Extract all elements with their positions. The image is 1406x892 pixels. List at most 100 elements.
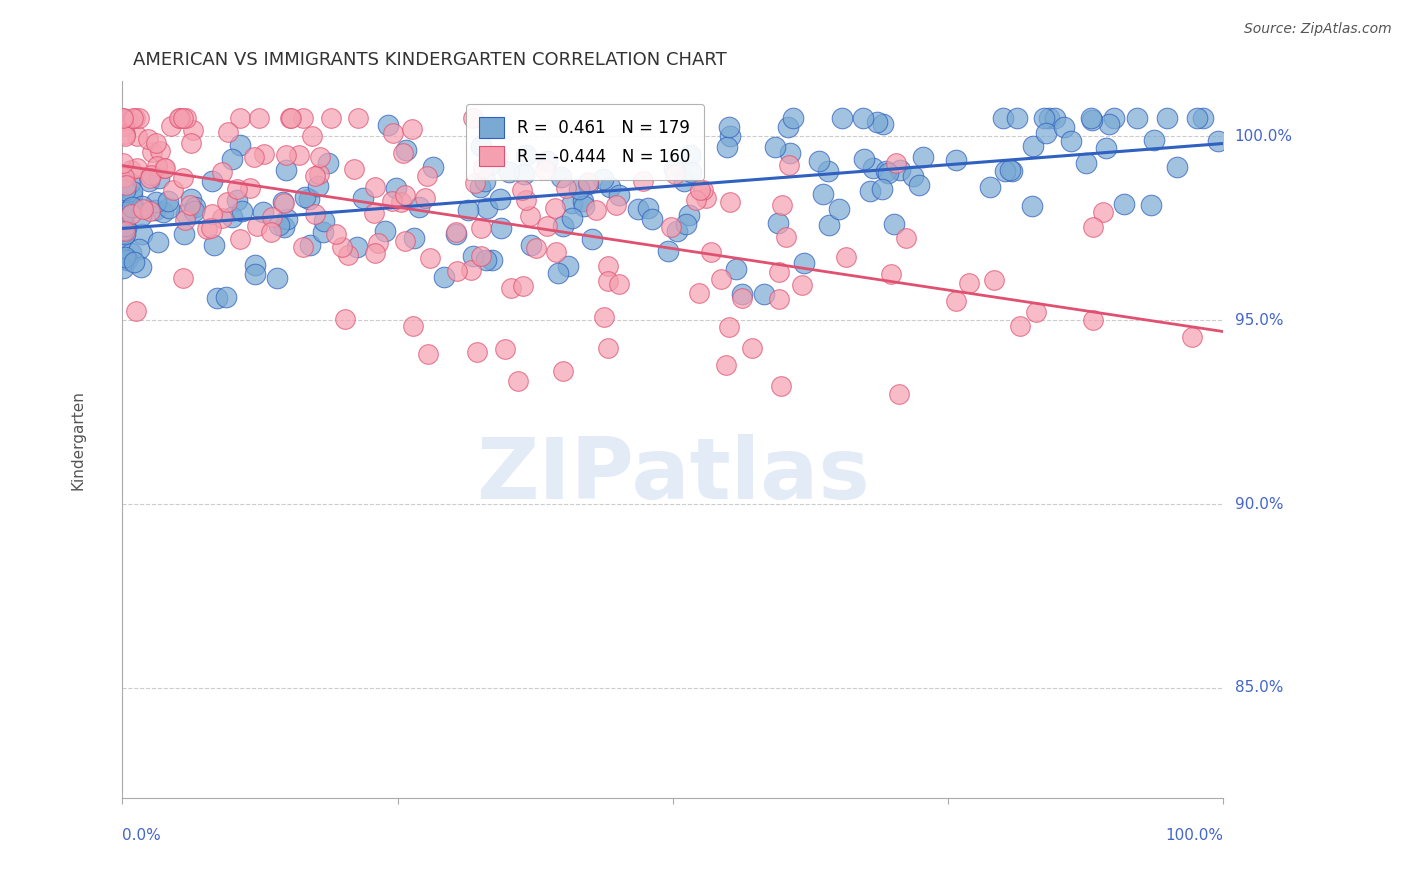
Point [1098,118,1121,132]
Point [271,194,294,209]
Point [460,262,482,277]
Point [114,250,136,264]
Text: 0.0%: 0.0% [122,828,162,843]
Point [546,244,568,259]
Point [731,286,754,301]
Point [124,111,146,125]
Point [1083,313,1105,327]
Point [395,143,418,157]
Point [688,286,710,301]
Point [1140,197,1163,211]
Point [486,151,509,165]
Point [415,191,437,205]
Point [319,111,342,125]
Point [404,231,426,245]
Point [775,230,797,244]
Point [112,222,135,236]
Point [700,244,723,259]
Point [581,232,603,246]
Point [1166,161,1188,175]
Point [520,238,543,252]
Point [401,121,423,136]
Point [145,194,167,209]
Point [314,214,336,228]
Point [695,191,717,205]
Point [637,201,659,215]
Point [1080,113,1102,128]
Point [131,227,153,241]
Point [998,163,1021,178]
Point [114,227,136,242]
Point [1001,163,1024,178]
Point [180,192,202,206]
Point [568,182,591,196]
Point [148,170,170,185]
Point [470,249,492,263]
Point [129,209,152,223]
Point [675,218,697,232]
Point [957,276,980,290]
Point [457,203,479,218]
Point [278,111,301,125]
Point [627,202,650,217]
Point [139,203,162,218]
Point [468,180,491,194]
Point [308,167,330,181]
Point [307,178,329,193]
Point [524,241,547,255]
Point [731,291,754,305]
Point [1010,319,1032,334]
Point [122,111,145,125]
Point [118,176,141,190]
Point [835,250,858,264]
Point [513,167,536,181]
Point [316,156,339,170]
Point [330,240,353,254]
Point [689,184,711,198]
Point [114,204,136,219]
Point [364,245,387,260]
Point [291,111,314,125]
Point [1025,304,1047,318]
Point [114,219,136,233]
Point [174,213,197,227]
Point [718,320,741,334]
Point [273,196,295,211]
Point [498,164,520,178]
Point [181,123,204,137]
Point [125,303,148,318]
Point [114,128,136,143]
Point [782,111,804,125]
Point [114,178,136,193]
Point [1206,134,1229,148]
Point [596,341,619,355]
Point [294,189,316,203]
Point [149,145,172,159]
Point [870,182,893,196]
Point [394,234,416,248]
Point [243,150,266,164]
Point [551,364,574,378]
Point [494,343,516,357]
Point [139,171,162,186]
Point [225,182,247,196]
Point [1187,111,1209,125]
Point [115,253,138,268]
Point [184,201,207,215]
Point [770,379,793,393]
Point [120,163,142,178]
Text: Source: ZipAtlas.com: Source: ZipAtlas.com [1244,22,1392,37]
Point [678,148,700,162]
Point [489,221,512,235]
Point [112,227,135,241]
Point [385,181,408,195]
Point [114,252,136,266]
Point [1192,111,1215,125]
Point [901,169,924,183]
Point [333,311,356,326]
Point [461,111,484,125]
Point [115,220,138,235]
Point [367,236,389,251]
Point [239,181,262,195]
Point [408,200,430,214]
